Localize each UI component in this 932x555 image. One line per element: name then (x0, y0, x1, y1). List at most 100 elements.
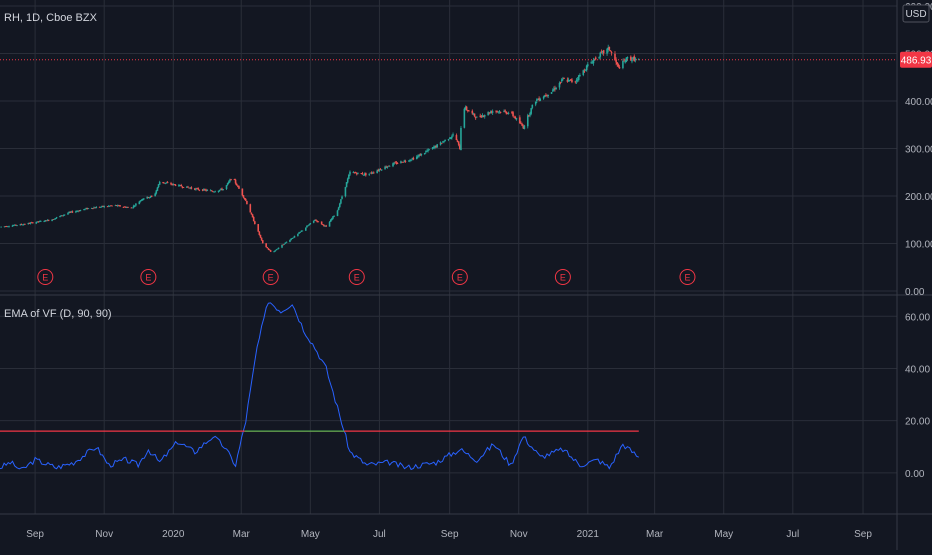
candle-body (122, 206, 125, 208)
earnings-marker[interactable]: E (554, 269, 571, 285)
earnings-marker[interactable]: E (679, 269, 696, 285)
candle-body (566, 79, 569, 82)
candle-body (194, 188, 196, 190)
candle-body (432, 147, 435, 148)
candle-body (37, 221, 40, 223)
candle-body (12, 225, 15, 227)
candle-body (341, 196, 343, 199)
candle-body (632, 57, 634, 59)
candle-body (51, 219, 53, 222)
candle-body (594, 57, 597, 60)
candle-body (355, 173, 358, 175)
candle-body (519, 117, 521, 124)
candle-body (333, 215, 335, 217)
candle-body (587, 64, 589, 66)
candle-body (616, 62, 619, 65)
candle-body (299, 231, 301, 233)
earnings-marker[interactable]: E (140, 269, 157, 285)
candle-body (29, 222, 32, 224)
candle-body (35, 222, 38, 224)
candle-body (147, 197, 150, 198)
price-tick-label: 300.00 (905, 145, 932, 156)
candle-body (615, 59, 617, 63)
candle-body (124, 206, 127, 208)
candle-body (463, 108, 466, 128)
candle-body (225, 185, 228, 189)
indicator-tick-label: 40.00 (905, 364, 930, 375)
candle-body (19, 224, 22, 226)
candle-body (156, 187, 159, 191)
candle-body (468, 110, 470, 112)
candle-body (511, 111, 513, 113)
candle-body (201, 189, 204, 191)
earnings-marker[interactable]: E (451, 269, 468, 285)
candle-body (401, 161, 403, 163)
candle-body (273, 251, 275, 253)
candle-body (523, 125, 526, 129)
candle-body (86, 207, 89, 210)
candle-body (428, 149, 431, 151)
candle-body (583, 70, 586, 72)
earnings-marker[interactable]: E (37, 269, 54, 285)
candle-body (385, 166, 388, 168)
candle-body (337, 207, 340, 211)
candle-body (210, 190, 213, 192)
candle-body (522, 125, 525, 129)
candle-body (599, 52, 602, 57)
indicator-tick-label: 60.00 (905, 312, 930, 323)
candle-body (197, 188, 200, 190)
candle-body (181, 186, 184, 188)
currency-button[interactable]: USD (902, 4, 930, 23)
indicator-pane (0, 302, 639, 471)
candle-body (93, 207, 95, 209)
candle-body (529, 112, 531, 116)
candle-body (411, 158, 414, 160)
candle-body (409, 160, 411, 161)
time-tick-label: 2020 (162, 529, 185, 540)
candle-body (47, 219, 50, 221)
candle-body (357, 172, 359, 174)
candle-body (243, 198, 246, 200)
candle-body (43, 221, 45, 223)
candle-body (229, 179, 231, 182)
candle-body (361, 173, 364, 175)
candle-body (444, 139, 446, 141)
candle-body (369, 172, 372, 174)
candle-body (111, 205, 113, 207)
candle-body (297, 233, 299, 236)
candle-body (209, 190, 212, 192)
candle-body (22, 224, 25, 226)
candle-body (306, 225, 308, 228)
candle-body (265, 243, 267, 248)
candle-body (27, 222, 30, 225)
candle-body (119, 205, 121, 207)
candle-body (614, 53, 616, 61)
candle-body (5, 226, 8, 228)
candle-body (568, 79, 571, 81)
candle-body (538, 98, 540, 101)
candle-body (371, 172, 374, 174)
earnings-marker[interactable]: E (348, 269, 365, 285)
earnings-marker-label: E (42, 273, 48, 283)
candle-body (360, 173, 363, 174)
candle-body (410, 159, 412, 161)
candle-body (87, 208, 90, 210)
candle-body (69, 211, 72, 213)
candle-body (130, 207, 133, 209)
candle-body (400, 161, 402, 163)
candle-body (94, 207, 96, 209)
candle-body (387, 165, 390, 167)
indicator-title: EMA of VF (D, 90, 90) (4, 308, 112, 320)
candle-body (233, 179, 236, 181)
earnings-marker[interactable]: E (262, 269, 279, 285)
candle-body (250, 212, 253, 215)
candle-body (60, 215, 62, 217)
candle-body (276, 248, 279, 250)
candle-body (393, 162, 395, 164)
candle-body (386, 166, 389, 168)
candle-body (352, 172, 355, 174)
candle-body (365, 173, 367, 176)
